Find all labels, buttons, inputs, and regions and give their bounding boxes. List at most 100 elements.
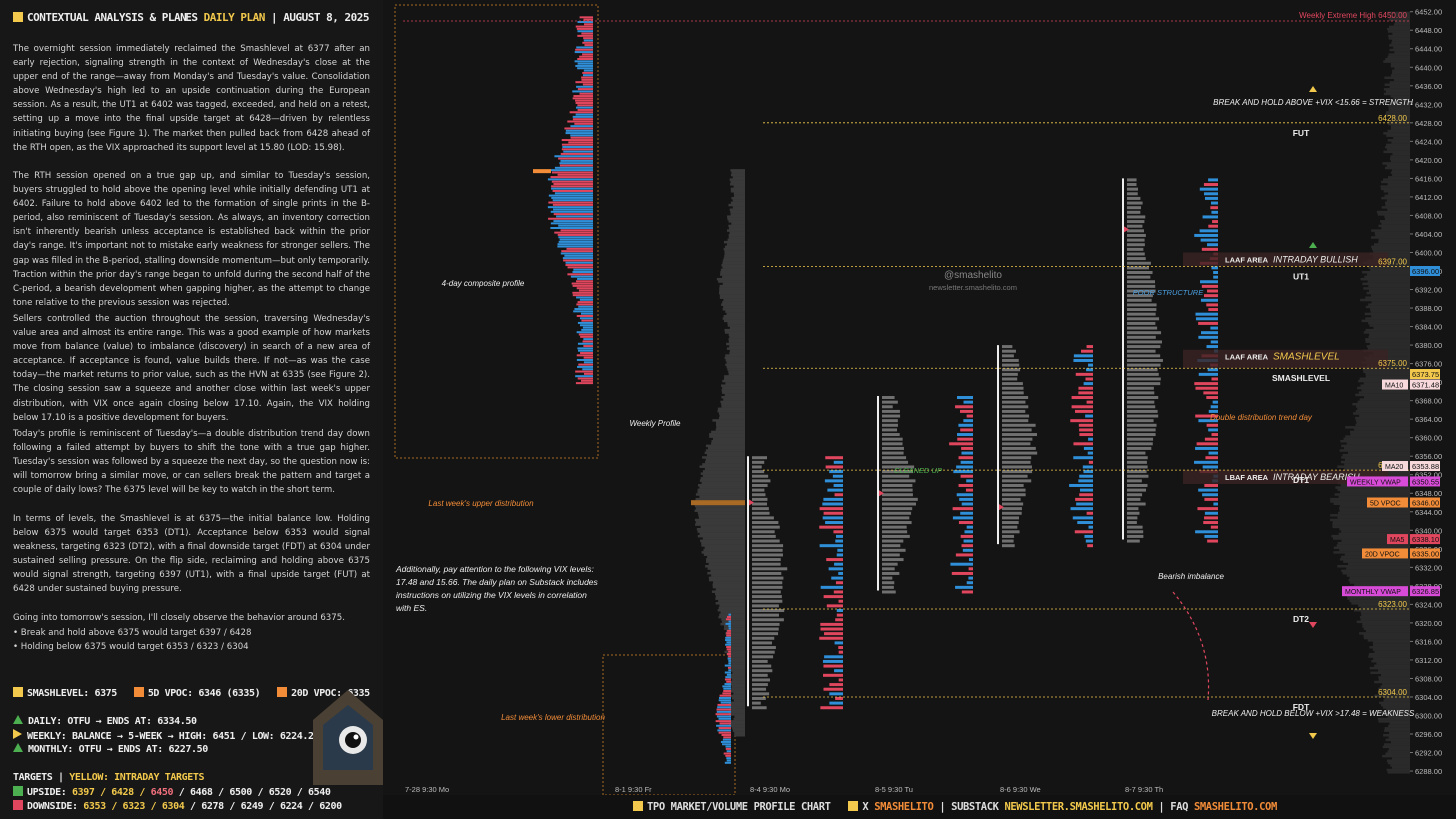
y-tick-label: 6368.00 bbox=[1415, 397, 1442, 406]
weekly-profile-bar bbox=[728, 333, 745, 337]
volume-bar bbox=[1385, 738, 1410, 742]
volume-bar bbox=[1348, 451, 1410, 455]
lower-dist-bar bbox=[726, 648, 731, 651]
volume-row bbox=[1071, 405, 1093, 409]
weekly-profile-bar bbox=[729, 690, 745, 693]
weekly-profile-bar bbox=[729, 648, 745, 651]
volume-row bbox=[949, 442, 973, 446]
x-handle-link[interactable]: SMASHELITO bbox=[874, 801, 934, 813]
tpo-row bbox=[882, 548, 906, 552]
composite-bar bbox=[570, 136, 593, 139]
volume-bar bbox=[1371, 314, 1410, 318]
price-tag bbox=[1410, 497, 1440, 508]
composite-bar bbox=[560, 159, 593, 162]
weekly-profile-bar bbox=[723, 314, 745, 318]
composite-bar bbox=[572, 270, 593, 273]
volume-row bbox=[837, 548, 843, 552]
volume-bar bbox=[1384, 83, 1410, 86]
smashlevel-legend: SMASHLEVEL: 6375 bbox=[27, 688, 117, 699]
volume-bar bbox=[1388, 53, 1410, 56]
volume-bar bbox=[1387, 183, 1410, 186]
tpo-row bbox=[1127, 238, 1145, 242]
volume-bar bbox=[1392, 71, 1410, 75]
volume-bar bbox=[1336, 544, 1410, 547]
faq-link[interactable]: SMASHELITO.COM bbox=[1193, 801, 1277, 813]
lower-dist-bar bbox=[722, 692, 731, 695]
tpo-row bbox=[752, 618, 784, 622]
volume-bar bbox=[1359, 615, 1410, 619]
composite-bar bbox=[577, 88, 593, 91]
tpo-row bbox=[1127, 400, 1155, 404]
tpo-row bbox=[752, 650, 775, 654]
volume-bar bbox=[1386, 759, 1410, 762]
downside-square-icon bbox=[13, 800, 23, 810]
volume-bar bbox=[1337, 565, 1410, 568]
weekly-profile-bar bbox=[707, 567, 745, 570]
tpo-row bbox=[882, 567, 895, 571]
date-label: AUGUST 8, 2025 bbox=[283, 11, 369, 24]
volume-bar bbox=[1368, 655, 1410, 658]
footer-square-icon bbox=[633, 801, 643, 811]
volume-row bbox=[958, 483, 973, 487]
weekly-profile-bar bbox=[733, 717, 745, 721]
level-name: FDT bbox=[1293, 702, 1310, 712]
composite-bar bbox=[577, 58, 593, 61]
volume-row bbox=[1208, 308, 1218, 312]
level-name: DT2 bbox=[1293, 614, 1309, 624]
composite-bar bbox=[548, 217, 593, 220]
tpo-row bbox=[1002, 409, 1026, 413]
weekly-profile-bar bbox=[695, 493, 745, 496]
weekly-profile-bar bbox=[722, 317, 745, 320]
tpo-row bbox=[882, 400, 898, 404]
volume-row bbox=[1201, 331, 1218, 335]
volume-bar bbox=[1381, 222, 1410, 225]
volume-row bbox=[1198, 488, 1218, 492]
weekly-profile-bar bbox=[728, 203, 745, 207]
status-daily: DAILY: OTFU → ENDS AT: 6334.50 bbox=[13, 715, 197, 727]
volume-bar bbox=[1369, 646, 1410, 649]
volume-bar bbox=[1347, 595, 1410, 598]
tpo-row bbox=[752, 516, 774, 520]
tpo-row bbox=[1002, 428, 1032, 432]
tpo-row bbox=[882, 576, 893, 580]
tpo-row bbox=[752, 571, 782, 575]
tpo-row bbox=[1127, 308, 1157, 312]
weekly-profile-bar bbox=[722, 386, 745, 390]
weekly-profile-bar bbox=[699, 495, 745, 499]
tpo-row bbox=[752, 678, 770, 682]
volume-row bbox=[828, 567, 843, 571]
composite-bar bbox=[554, 166, 593, 169]
volume-row bbox=[1210, 525, 1218, 529]
volume-bar bbox=[1353, 608, 1410, 612]
y-tick-label: 6360.00 bbox=[1415, 434, 1442, 443]
volume-row bbox=[823, 687, 843, 691]
weekly-profile-bar bbox=[728, 673, 745, 677]
volume-bar bbox=[1387, 715, 1410, 718]
volume-row bbox=[1070, 419, 1093, 423]
composite-bar bbox=[577, 321, 593, 324]
tag-label: WEEKLY VWAP bbox=[1350, 479, 1401, 486]
tpo-row bbox=[1002, 386, 1024, 390]
level-price: 6375.00 bbox=[1378, 359, 1407, 368]
substack-link[interactable]: NEWSLETTER.SMASHELITO.COM bbox=[1004, 801, 1153, 813]
weekly-profile-bar bbox=[722, 275, 745, 279]
composite-bar bbox=[573, 268, 593, 271]
composite-bar bbox=[558, 157, 593, 160]
composite-bar bbox=[582, 326, 593, 329]
volume-bar bbox=[1339, 507, 1410, 510]
tpo-row bbox=[1127, 284, 1156, 288]
volume-row bbox=[960, 428, 973, 432]
price-tag bbox=[1410, 476, 1440, 487]
targets-downside: DOWNSIDE: 6353 / 6323 / 6304 / 6278 / 62… bbox=[13, 800, 342, 812]
lower-dist-bar bbox=[726, 634, 731, 637]
volume-row bbox=[833, 590, 843, 594]
volume-bar bbox=[1341, 569, 1410, 573]
y-tick-label: 6292.00 bbox=[1415, 749, 1442, 758]
tag-label: MA5 bbox=[1390, 537, 1405, 544]
downside-rest: / 6278 / 6249 / 6224 / 6200 bbox=[190, 801, 342, 812]
volume-row bbox=[966, 525, 973, 529]
volume-row bbox=[1206, 396, 1218, 400]
weekly-profile-bar bbox=[704, 451, 745, 455]
volume-row bbox=[1207, 243, 1218, 247]
tpo-row bbox=[1002, 511, 1022, 515]
